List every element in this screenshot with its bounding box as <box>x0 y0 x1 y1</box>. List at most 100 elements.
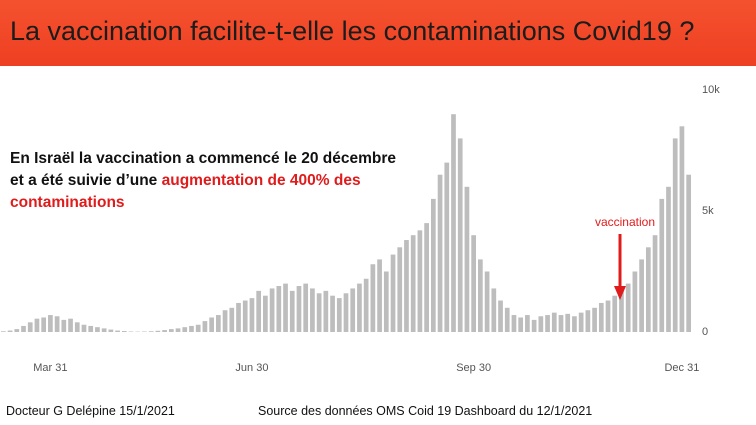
bar <box>316 293 322 332</box>
bar <box>336 298 342 332</box>
bar <box>283 283 288 332</box>
bar <box>377 259 382 332</box>
bar <box>652 235 658 332</box>
bar <box>417 230 423 332</box>
bar <box>619 290 624 332</box>
bar <box>330 295 335 332</box>
bar <box>54 316 60 332</box>
bar <box>437 174 443 332</box>
bar <box>195 324 201 332</box>
bar <box>531 319 537 332</box>
bar <box>632 271 638 332</box>
bar <box>357 283 362 332</box>
bar <box>444 162 450 332</box>
bar <box>115 330 120 332</box>
bar <box>168 329 174 332</box>
bar <box>289 290 295 332</box>
bar <box>605 300 611 332</box>
bar <box>666 186 671 332</box>
bar <box>410 235 416 332</box>
bar <box>222 310 228 332</box>
bar <box>162 330 167 332</box>
footer-author: Docteur G Delépine 15/1/2021 <box>6 404 175 418</box>
bar <box>1 331 6 332</box>
chart: 0 5k 10k Mar 31 Jun 30 Sep 30 Dec 31 vaccinatio… <box>1 84 720 374</box>
bar <box>478 259 483 332</box>
bar <box>645 247 651 332</box>
bar <box>370 264 376 332</box>
bar <box>209 317 214 332</box>
bar <box>578 312 584 332</box>
bar <box>249 298 255 332</box>
bar <box>390 254 396 332</box>
bar <box>88 325 94 332</box>
bar <box>551 312 557 332</box>
x-tick-label: Sep 30 <box>456 362 491 374</box>
bar <box>256 290 262 332</box>
bar <box>451 114 456 332</box>
x-tick-label: Mar 31 <box>33 362 67 374</box>
bar <box>229 307 235 332</box>
bar <box>68 318 73 332</box>
bar <box>182 327 188 332</box>
bar <box>686 174 691 332</box>
bar <box>263 295 268 332</box>
bar <box>424 223 429 332</box>
bar <box>464 186 470 332</box>
y-tick-label: 0 <box>702 326 708 338</box>
footer-source: Source des données OMS Coid 19 Dashboard… <box>258 404 593 418</box>
bar <box>598 302 604 332</box>
bar <box>242 300 248 332</box>
bar <box>565 313 571 332</box>
bar <box>672 138 678 332</box>
bar <box>48 315 53 332</box>
bar <box>296 286 302 332</box>
bar <box>7 330 13 332</box>
bar <box>155 330 161 332</box>
bar <box>498 300 503 332</box>
bar <box>81 324 87 332</box>
y-tick-label: 5k <box>702 205 714 217</box>
bar <box>525 315 530 332</box>
header-bar <box>0 0 756 66</box>
bar <box>310 288 315 332</box>
y-tick-label: 10k <box>702 84 720 96</box>
bar <box>41 317 47 332</box>
bar <box>276 286 282 332</box>
slide-title: La vaccination facilite-t-elle les conta… <box>10 16 695 46</box>
bar <box>269 288 275 332</box>
bar <box>61 319 67 332</box>
bar <box>592 307 597 332</box>
bar <box>491 288 497 332</box>
bar <box>585 310 591 332</box>
bar <box>679 126 685 332</box>
bar <box>175 328 181 332</box>
annotation-arrowhead <box>614 286 626 300</box>
note: En Israël la vaccination a commencé le 2… <box>10 148 405 214</box>
bar <box>343 293 349 332</box>
bar <box>471 235 477 332</box>
bar <box>383 271 389 332</box>
note-highlight: augmentation de 400% des contaminations <box>10 172 361 211</box>
bar <box>236 302 241 332</box>
note-text: En Israël la vaccination a commencé le 2… <box>10 150 396 189</box>
bar <box>545 315 550 332</box>
bar <box>430 198 436 332</box>
bar <box>14 329 20 332</box>
bar <box>189 325 194 332</box>
bar <box>484 271 490 332</box>
bar <box>121 331 127 332</box>
bar <box>303 283 309 332</box>
bar <box>511 315 517 332</box>
bar <box>558 315 564 332</box>
bar <box>101 328 107 332</box>
x-tick-label: Jun 30 <box>235 362 268 374</box>
bar <box>323 290 329 332</box>
bar <box>148 331 154 332</box>
bar <box>95 327 100 332</box>
bar <box>518 317 524 332</box>
bar <box>625 283 631 332</box>
bar <box>504 307 510 332</box>
bar <box>404 240 409 332</box>
